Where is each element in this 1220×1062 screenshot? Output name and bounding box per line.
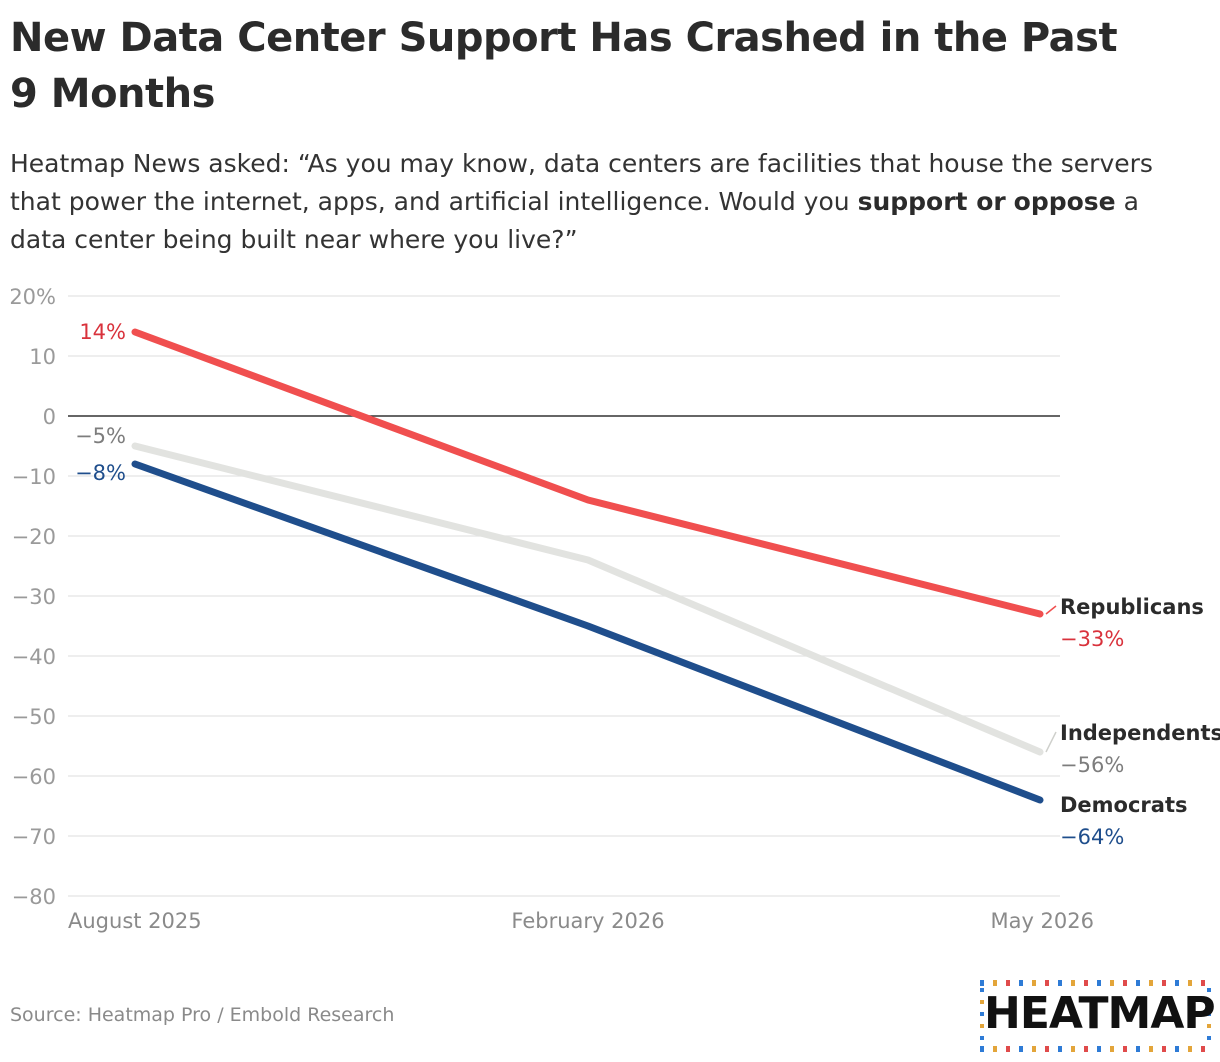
- grid-lines: [68, 295, 1060, 897]
- series-lines: [131, 328, 1044, 804]
- source-note: Source: Heatmap Pro / Embold Research: [10, 1004, 395, 1026]
- y-tick-label: −20: [12, 525, 56, 549]
- chart-title: New Data Center Support Has Crashed in t…: [10, 15, 1118, 117]
- x-tick-label: February 2026: [511, 909, 664, 933]
- subtitle-bold-2: oppose: [1013, 187, 1116, 216]
- series-line-democrats: [131, 460, 1044, 804]
- start-value-label: 14%: [79, 320, 126, 344]
- x-tick-label: May 2026: [990, 909, 1094, 933]
- end-value-label: −56%: [1060, 753, 1124, 777]
- logo-dots-top: [980, 980, 1210, 986]
- start-value-label: −5%: [75, 424, 126, 448]
- start-value-label: −8%: [75, 461, 126, 485]
- series-line-republicans: [131, 328, 1044, 618]
- y-tick-label: −10: [12, 465, 56, 489]
- series-name-label: Republicans: [1060, 595, 1204, 619]
- subtitle-text-2: a data center being built near where you…: [10, 187, 1139, 254]
- subtitle-bold-1: support or: [857, 187, 1006, 216]
- end-value-label: −33%: [1060, 627, 1124, 651]
- y-tick-label: −50: [12, 705, 56, 729]
- y-axis-ticks: 20% 10 0 −10 −20 −30 −40 −50 −60 −70 −80: [9, 285, 56, 909]
- series-labels: −5% −8% 14% Independents −56% Democrats −64% Re…: [75, 320, 1220, 849]
- logo-dots-right: [1207, 988, 1211, 1044]
- y-tick-label: 20%: [9, 285, 56, 309]
- subtitle-text-1: Heatmap News asked: “As you may know, da…: [10, 149, 1153, 216]
- label-leader-line: [1045, 731, 1057, 753]
- series-name-label: Independents: [1060, 721, 1220, 745]
- logo-dots-bottom: [980, 1046, 1210, 1052]
- y-tick-label: 0: [43, 405, 56, 429]
- y-tick-label: 10: [29, 345, 56, 369]
- y-tick-label: −30: [12, 585, 56, 609]
- end-value-label: −64%: [1060, 825, 1124, 849]
- series-name-label: Democrats: [1060, 793, 1188, 817]
- heatmap-logo: HEATMAP: [978, 976, 1216, 1056]
- chart-subtitle: Heatmap News asked: “As you may know, da…: [10, 145, 1160, 259]
- line-chart: 20% 10 0 −10 −20 −30 −40 −50 −60 −70 −80 August 20…: [9, 285, 1220, 933]
- x-axis-ticks: August 2025 February 2026 May 2026: [68, 909, 1094, 933]
- label-leader-line: [1045, 605, 1057, 615]
- y-tick-label: −40: [12, 645, 56, 669]
- series-line-independents: [131, 442, 1044, 756]
- y-tick-label: −80: [12, 885, 56, 909]
- y-tick-label: −70: [12, 825, 56, 849]
- x-tick-label: August 2025: [68, 909, 202, 933]
- logo-dots-left: [980, 988, 984, 1044]
- y-tick-label: −60: [12, 765, 56, 789]
- logo-wordmark: HEATMAP: [984, 988, 1216, 1039]
